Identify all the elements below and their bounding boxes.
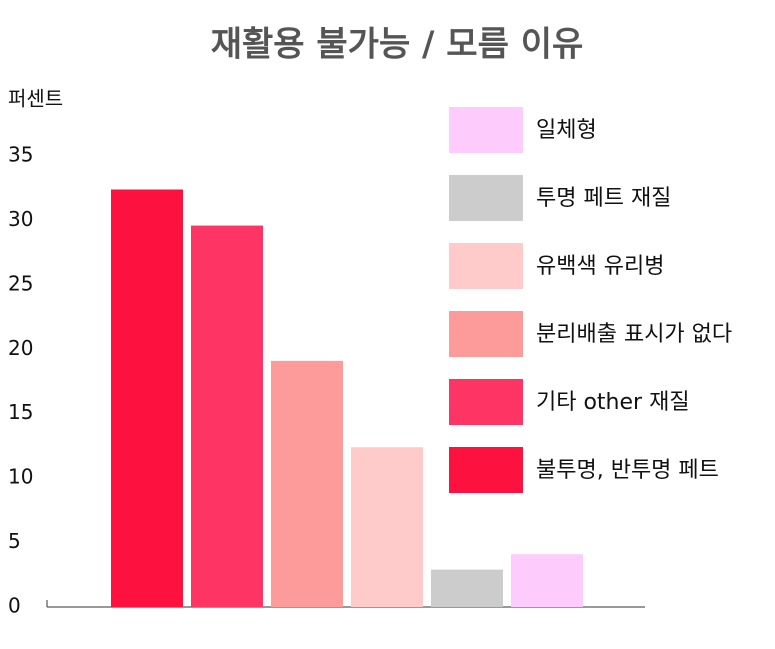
legend-swatch [449, 311, 523, 357]
y-tick-label: 15 [8, 400, 33, 424]
y-tick-label: 20 [8, 336, 33, 360]
y-tick-label: 25 [8, 271, 33, 295]
bar [111, 189, 183, 607]
legend-label: 분리배출 표시가 없다 [536, 322, 732, 347]
y-tick-label: 0 [8, 594, 21, 618]
legend-swatch [449, 243, 523, 289]
chart-title: 재활용 불가능 / 모름 이유 [211, 25, 584, 65]
legend-swatch [449, 379, 523, 425]
bar [511, 554, 583, 607]
bar [191, 225, 263, 607]
y-tick-label: 5 [8, 529, 21, 553]
legend-label: 기타 other 재질 [536, 390, 690, 415]
legend-label: 일체형 [536, 118, 597, 143]
y-tick-label: 35 [8, 143, 33, 167]
y-axis-label: 퍼센트 [8, 87, 63, 111]
legend-label: 투명 페트 재질 [536, 186, 671, 211]
legend-swatch [449, 447, 523, 493]
legend-swatch [449, 175, 523, 221]
bar [431, 569, 503, 607]
bar [351, 447, 423, 607]
legend-swatch [449, 107, 523, 153]
bar [271, 360, 343, 607]
y-tick-label: 10 [8, 465, 33, 489]
legend-label: 불투명, 반투명 페트 [536, 458, 719, 483]
y-tick-label: 30 [8, 207, 33, 231]
legend-label: 유백색 유리병 [536, 254, 664, 279]
